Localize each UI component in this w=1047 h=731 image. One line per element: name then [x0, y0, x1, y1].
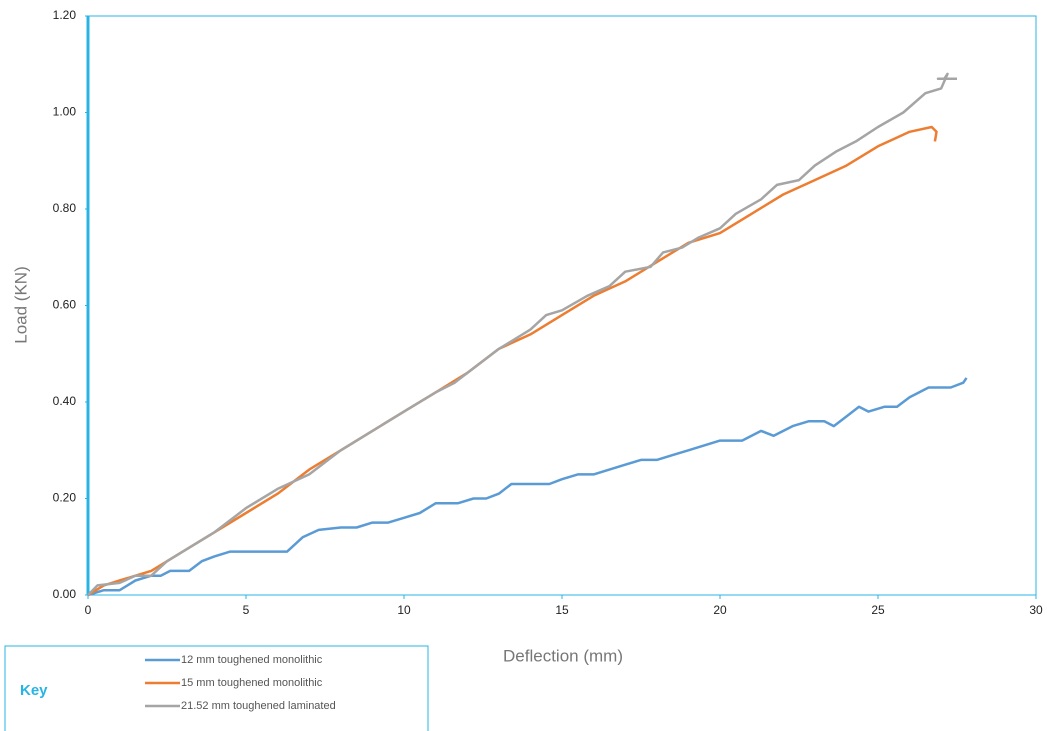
y-tick-label: 1.00	[53, 105, 77, 119]
legend-box	[4, 645, 429, 731]
y-axis-title: Load (KN)	[11, 266, 30, 343]
y-tick-label: 0.80	[53, 201, 77, 215]
x-tick-label: 10	[397, 603, 411, 617]
x-axis-title: Deflection (mm)	[503, 646, 623, 665]
data-line	[87, 377, 968, 597]
legend-title: Key	[20, 682, 48, 699]
x-tick-label: 25	[871, 603, 885, 617]
y-tick-label: 1.20	[53, 8, 77, 22]
x-tick-label: 5	[243, 603, 250, 617]
data-line	[87, 72, 957, 596]
plot-border	[87, 15, 1037, 596]
x-tick-label: 15	[555, 603, 569, 617]
x-tick-label: 0	[85, 603, 92, 617]
x-tick-label: 20	[713, 603, 727, 617]
y-tick-label: 0.20	[53, 491, 77, 505]
legend-label: 21.52 mm toughened laminated	[181, 700, 336, 712]
y-tick-label: 0.40	[53, 394, 77, 408]
x-tick-label: 30	[1029, 603, 1043, 617]
y-tick-label: 0.00	[53, 587, 77, 601]
data-line	[87, 125, 938, 597]
legend-label: 15 mm toughened monolithic	[181, 677, 323, 689]
legend-label: 12 mm toughened monolithic	[181, 654, 323, 666]
y-tick-label: 0.60	[53, 298, 77, 312]
